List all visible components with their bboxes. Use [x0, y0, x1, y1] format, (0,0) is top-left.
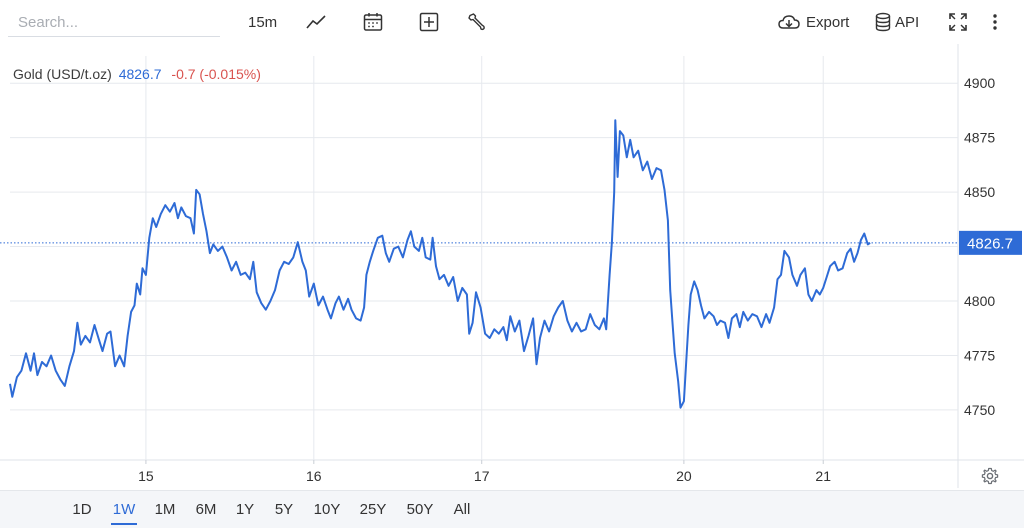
range-button-25y[interactable]: 25Y	[359, 501, 387, 518]
current-price-badge	[959, 230, 1022, 255]
range-selector: 1D 1W 1M 6M 1Y 5Y 10Y 25Y 50Y All	[0, 490, 1024, 528]
range-button-50y[interactable]: 50Y	[406, 501, 434, 518]
y-tick-label: 4750	[964, 402, 995, 418]
calendar-icon[interactable]	[362, 10, 384, 34]
cloud-download-icon	[778, 15, 800, 29]
x-tick-label: 20	[676, 468, 692, 484]
y-tick-label: 4850	[964, 184, 995, 200]
range-button-1m[interactable]: 1M	[154, 501, 176, 518]
y-tick-label: 4900	[964, 75, 995, 91]
y-tick-label: 4775	[964, 347, 995, 363]
export-button[interactable]: Export	[777, 10, 849, 34]
price-series-line[interactable]	[9, 119, 871, 409]
legend-change: -0.7 (-0.015%)	[171, 66, 261, 82]
y-tick-label: 4875	[964, 130, 995, 146]
y-tick-label: 4800	[964, 293, 995, 309]
range-button-6m[interactable]: 6M	[195, 501, 217, 518]
api-label: API	[895, 13, 920, 31]
range-button-1w[interactable]: 1W	[111, 497, 137, 525]
x-tick-label: 21	[815, 468, 831, 484]
range-button-10y[interactable]: 10Y	[313, 501, 341, 518]
settings-gear-icon[interactable]	[980, 466, 1000, 486]
line-chart-icon[interactable]	[305, 10, 327, 34]
range-button-1d[interactable]: 1D	[72, 501, 92, 518]
export-label: Export	[806, 13, 850, 31]
interval-label: 15m	[248, 13, 278, 31]
price-chart[interactable]: 4750477548004825485048754900151617202148…	[0, 44, 1024, 490]
x-tick-label: 15	[138, 468, 154, 484]
more-vertical-icon[interactable]	[988, 10, 1002, 34]
x-tick-label: 16	[306, 468, 322, 484]
interval-button[interactable]: 15m	[248, 10, 277, 34]
range-button-all[interactable]: All	[453, 501, 471, 518]
legend-price: 4826.7	[118, 66, 162, 82]
range-button-1y[interactable]: 1Y	[235, 501, 255, 518]
current-price-label: 4826.7	[967, 235, 1013, 252]
range-button-5y[interactable]: 5Y	[274, 501, 294, 518]
api-button[interactable]: API	[874, 10, 919, 34]
search-input[interactable]	[8, 9, 220, 37]
chart-legend: Gold (USD/t.oz) 4826.7 -0.7 (-0.015%)	[13, 66, 261, 82]
legend-instrument-name: Gold (USD/t.oz)	[13, 66, 112, 82]
database-icon	[875, 12, 891, 32]
x-tick-label: 17	[474, 468, 490, 484]
add-box-icon[interactable]	[418, 10, 440, 34]
toolbar: 15m Export API	[0, 0, 1024, 44]
wrench-icon[interactable]	[466, 10, 488, 34]
fullscreen-icon[interactable]	[947, 10, 969, 34]
